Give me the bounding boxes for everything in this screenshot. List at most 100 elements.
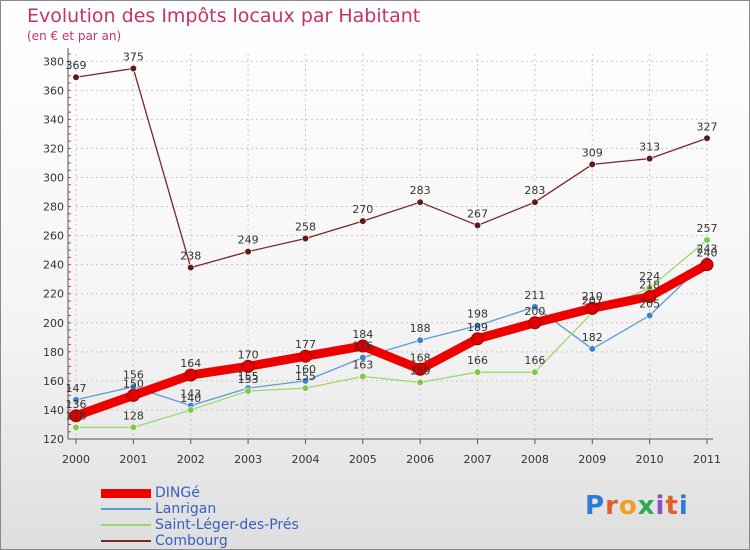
x-tick-label: 2010 <box>636 453 664 466</box>
data-point <box>646 155 654 163</box>
legend-label: DINGé <box>155 485 200 501</box>
data-point <box>646 311 654 320</box>
y-tick-label: 260 <box>43 230 64 243</box>
y-tick-label: 180 <box>43 346 64 359</box>
x-tick-label: 2003 <box>234 453 262 466</box>
x-tick-label: 2002 <box>177 453 205 466</box>
data-label: 136 <box>66 398 87 411</box>
x-tick-label: 2007 <box>464 453 492 466</box>
data-point <box>301 234 310 243</box>
data-label: 156 <box>123 369 144 382</box>
data-label: 164 <box>180 357 201 370</box>
data-point <box>471 332 485 346</box>
data-point <box>359 354 367 362</box>
proxiti-logo: Proxiti <box>585 491 689 521</box>
chart-legend: DINGé Lanrigan Saint-Léger-des-Prés Combour… <box>101 485 299 549</box>
legend-swatch <box>101 524 151 526</box>
data-label: 249 <box>238 234 259 247</box>
data-label: 128 <box>66 409 87 422</box>
legend-item: DINGé <box>101 485 299 501</box>
data-label: 240 <box>697 247 718 260</box>
data-point <box>241 359 255 373</box>
data-label: 188 <box>410 322 431 335</box>
data-point <box>72 423 80 431</box>
data-label: 166 <box>524 354 545 367</box>
data-label: 283 <box>524 184 545 197</box>
data-label: 128 <box>123 409 144 422</box>
data-point <box>416 378 424 386</box>
data-label: 143 <box>180 388 201 401</box>
data-point <box>184 368 198 382</box>
x-tick-label: 2004 <box>291 453 319 466</box>
data-point <box>473 368 482 376</box>
x-tick-label: 2008 <box>521 453 549 466</box>
data-point <box>298 349 312 363</box>
data-label: 210 <box>582 290 603 303</box>
data-label: 176 <box>352 340 373 353</box>
data-label: 257 <box>697 222 718 235</box>
data-label: 184 <box>352 328 373 341</box>
data-point <box>473 221 482 230</box>
data-label: 177 <box>295 338 316 351</box>
data-point <box>416 198 424 206</box>
data-point <box>129 423 137 431</box>
legend-swatch <box>101 508 151 510</box>
legend-item: Saint-Léger-des-Prés <box>101 517 299 533</box>
data-point <box>301 377 310 385</box>
data-label: 163 <box>352 359 373 372</box>
data-label: 270 <box>352 203 373 216</box>
x-tick-label: 2000 <box>62 453 90 466</box>
data-label: 327 <box>697 120 718 133</box>
data-point <box>413 362 427 376</box>
x-tick-label: 2001 <box>119 453 147 466</box>
y-tick-label: 360 <box>43 84 64 97</box>
legend-label: Combourg <box>155 533 228 549</box>
y-tick-label: 140 <box>43 404 64 417</box>
data-label: 155 <box>238 370 259 383</box>
data-label: 160 <box>295 363 316 376</box>
y-tick-label: 280 <box>43 201 64 214</box>
chart-title: Evolution des Impôts locaux par Habitant <box>27 5 421 27</box>
data-label: 155 <box>295 370 316 383</box>
data-point <box>72 73 80 81</box>
y-tick-label: 340 <box>43 113 64 126</box>
data-point <box>244 387 252 395</box>
data-label: 150 <box>123 377 144 390</box>
data-label: 166 <box>467 354 488 367</box>
data-point <box>531 368 539 376</box>
legend-swatch <box>101 540 151 542</box>
data-label: 267 <box>467 207 488 220</box>
data-point <box>359 217 367 225</box>
data-point <box>588 345 596 353</box>
x-tick-label: 2006 <box>406 453 434 466</box>
data-label: 224 <box>639 270 660 283</box>
legend-label: Saint-Léger-des-Prés <box>155 517 299 533</box>
data-label: 140 <box>180 392 201 405</box>
data-label: 182 <box>582 331 603 344</box>
y-tick-label: 300 <box>43 171 64 184</box>
data-point <box>356 339 370 353</box>
data-point <box>129 64 137 73</box>
legend-swatch <box>101 488 151 498</box>
data-label: 313 <box>639 141 660 154</box>
y-tick-label: 240 <box>43 259 64 272</box>
data-point <box>531 198 539 206</box>
legend-item: Combourg <box>101 533 299 549</box>
y-tick-label: 200 <box>43 317 64 330</box>
data-label: 375 <box>123 51 144 64</box>
data-point <box>359 372 367 381</box>
data-label: 207 <box>582 295 603 308</box>
series-line-0 <box>75 67 708 269</box>
legend-item: Lanrigan <box>101 501 299 517</box>
data-point <box>643 290 657 304</box>
data-point <box>528 316 542 330</box>
data-point <box>703 134 711 142</box>
data-point <box>187 406 195 414</box>
data-label: 283 <box>410 184 431 197</box>
data-label: 211 <box>524 289 545 302</box>
series-line-3 <box>71 260 712 421</box>
data-label: 369 <box>66 59 87 72</box>
data-point <box>703 236 711 244</box>
y-tick-label: 120 <box>43 433 64 446</box>
